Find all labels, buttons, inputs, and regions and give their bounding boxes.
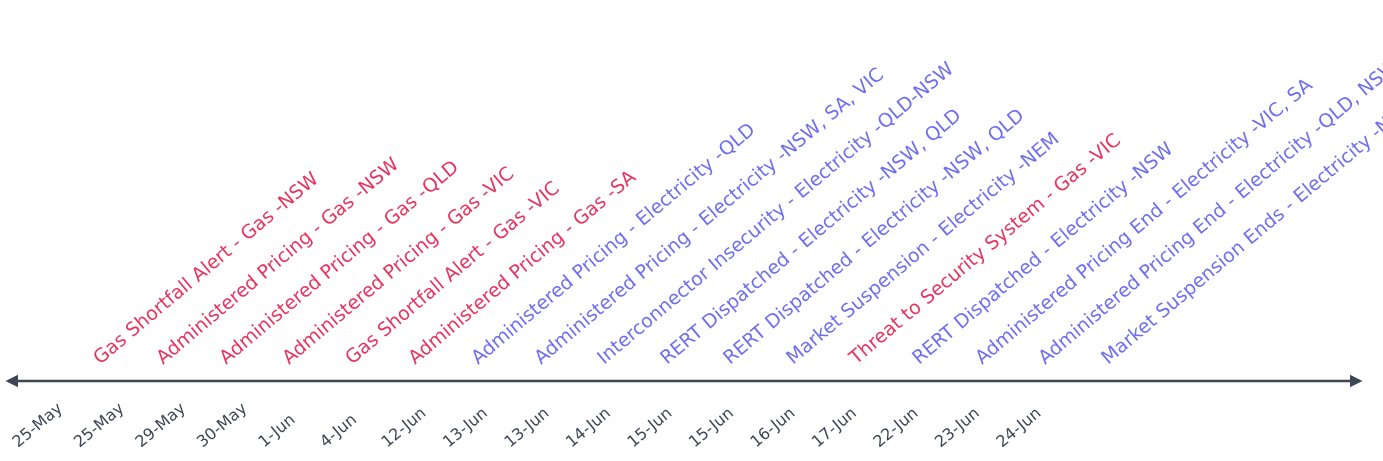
date-label: 29-May: [131, 398, 189, 451]
date-label: 15-Jun: [623, 403, 675, 451]
date-label: 30-May: [193, 398, 251, 451]
event-labels: Gas Shortfall Alert - Gas -NSWAdminister…: [89, 55, 1383, 370]
date-label: 25-May: [70, 398, 128, 451]
date-label: 14-Jun: [562, 403, 614, 451]
date-label: 24-Jun: [992, 403, 1044, 451]
date-label: 15-Jun: [685, 403, 737, 451]
date-label: 13-Jun: [500, 403, 552, 451]
date-label: 16-Jun: [746, 403, 798, 451]
date-label: 25-May: [8, 398, 66, 451]
date-label: 22-Jun: [869, 403, 921, 451]
event-label: Administered Pricing - Gas -VIC: [278, 162, 518, 368]
date-label: 12-Jun: [377, 403, 429, 451]
date-label: 13-Jun: [439, 403, 491, 451]
date-label: 23-Jun: [931, 403, 983, 451]
event-label: Administered Pricing - Gas -SA: [404, 166, 640, 369]
event-label: Administered Pricing - Electricity -QLD: [467, 119, 759, 369]
date-labels: 25-May 25-May 29-May 30-May 1-Jun 4-Jun 12-Jun…: [8, 398, 1044, 451]
date-label: 17-Jun: [808, 403, 860, 451]
date-label: 4-Jun: [316, 410, 360, 451]
date-label: 1-Jun: [254, 410, 298, 451]
event-label: Gas Shortfall Alert - Gas -NSW: [89, 168, 323, 369]
